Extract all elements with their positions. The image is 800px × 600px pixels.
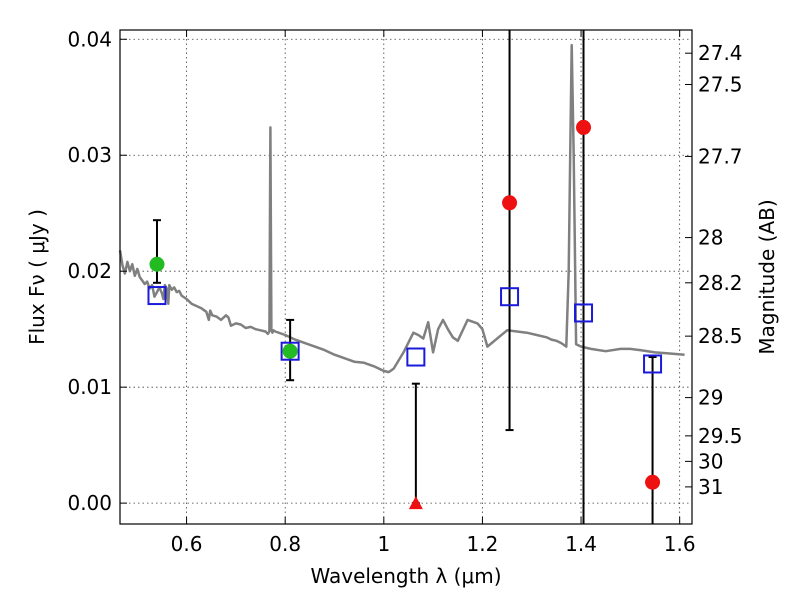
flux-circle-marker: [502, 195, 518, 211]
upper-limit-triangle-marker: [408, 496, 423, 510]
x-tick-label: 1.6: [664, 532, 696, 556]
y-tick-label: 0.03: [67, 143, 112, 167]
model-square-marker: [574, 303, 594, 323]
spectrum-line: [118, 43, 685, 374]
x-tick-label: 0.6: [171, 532, 203, 556]
y-tick-label: 0.01: [67, 375, 112, 399]
x-tick-label: 0.8: [269, 532, 301, 556]
grid-lines: [120, 30, 692, 524]
y-tick-label: 0.04: [67, 27, 112, 51]
magnitude-tick-label: 31: [698, 475, 723, 499]
axes: 0.6 0.8 1 1.2 1.4 1.6 0.00 0.01 0.02 0.03 0.04 27.4…: [67, 27, 742, 556]
magnitude-tick-label: 27.5: [698, 73, 743, 97]
magnitude-tick-label: 28: [698, 226, 723, 250]
plot-frame: [119, 29, 693, 525]
x-axis-label: Wavelength λ (μm): [310, 564, 501, 588]
model-square-marker: [280, 341, 300, 361]
x-tick-label: 1.4: [565, 532, 597, 556]
y-tick-label: 0.02: [67, 259, 112, 283]
model-square-marker: [643, 354, 663, 374]
model-square-marker: [147, 286, 167, 306]
plot-data: [118, 30, 685, 524]
flux-circle-marker: [282, 343, 298, 359]
magnitude-tick-label: 28.5: [698, 324, 743, 348]
magnitude-tick-label: 27.7: [698, 144, 743, 168]
flux-circle-marker: [645, 474, 661, 490]
magnitude-tick-label: 29: [698, 386, 723, 410]
y2-axis-label: Magnitude (AB): [755, 199, 779, 354]
y-tick-label: 0.00: [67, 491, 112, 515]
model-square-marker: [406, 347, 426, 367]
model-square-marker: [500, 287, 520, 307]
magnitude-tick-label: 30: [698, 449, 723, 473]
flux-circle-marker: [576, 119, 592, 135]
y-axis-label: Flux Fν ( μJy ): [25, 209, 49, 345]
magnitude-tick-label: 28.2: [698, 271, 743, 295]
x-tick-label: 1: [377, 532, 390, 556]
x-tick-label: 1.2: [467, 532, 499, 556]
magnitude-tick-label: 27.4: [698, 41, 743, 65]
flux-circle-marker: [149, 256, 165, 272]
magnitude-tick-label: 29.5: [698, 424, 743, 448]
